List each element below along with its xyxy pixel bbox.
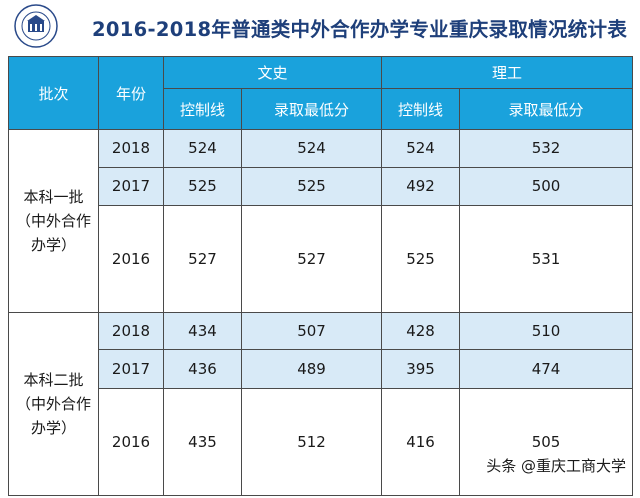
- ws-control-cell: 435: [163, 387, 242, 497]
- year-cell: 2017: [98, 349, 164, 389]
- year-cell: 2017: [98, 166, 164, 206]
- lg-control-cell: 525: [381, 204, 461, 314]
- university-seal-icon: [14, 4, 58, 48]
- year-cell: 2018: [98, 129, 164, 168]
- ws-control-cell: 525: [163, 166, 242, 206]
- ws-control-cell: 524: [163, 129, 242, 168]
- ws-min-cell: 525: [240, 166, 383, 206]
- header-lg-min-score: 录取最低分: [459, 88, 634, 131]
- lg-min-cell: 474: [459, 349, 634, 389]
- table-row: 本科二批 （中外合作 办学） 2018 434 507 428 510: [8, 312, 634, 496]
- batch-label: 本科二批 （中外合作 办学）: [8, 312, 99, 496]
- table-row: 2016 527 527 525 531: [9, 204, 634, 314]
- year-cell: 2016: [98, 204, 164, 314]
- ws-control-cell: 434: [163, 312, 242, 351]
- year-cell: 2018: [98, 312, 164, 351]
- header-ligong: 理工: [381, 55, 634, 90]
- ws-min-cell: 489: [240, 349, 383, 389]
- lg-control-cell: 524: [381, 129, 461, 168]
- ws-min-cell: 512: [240, 387, 383, 497]
- lg-control-cell: 492: [381, 166, 461, 206]
- ws-control-cell: 527: [163, 204, 242, 314]
- table-row: 2017 525 525 492 500: [8, 166, 634, 206]
- table-row: 本科一批 （中外合作 办学） 2018 524 524 524 532: [8, 129, 634, 314]
- page-title: 2016-2018年普通类中外合作办学专业重庆录取情况统计表: [92, 18, 628, 41]
- lg-control-cell: 428: [381, 312, 461, 351]
- lg-min-cell: 532: [459, 129, 634, 168]
- source-watermark: 头条 @重庆工商大学: [484, 455, 628, 476]
- admission-stats-table: 批次 年份 文史 理工 控制线 录取最低分 控制线 录取最低分 本科一批 （中外…: [8, 55, 634, 497]
- ws-min-cell: 527: [240, 204, 383, 314]
- ws-min-cell: 507: [240, 312, 383, 351]
- header-lg-control-line: 控制线: [381, 88, 461, 131]
- lg-control-cell: 395: [381, 349, 461, 389]
- ws-control-cell: 436: [163, 349, 242, 389]
- header-ws-control-line: 控制线: [163, 88, 242, 131]
- header-ws-min-score: 录取最低分: [240, 88, 383, 131]
- lg-min-cell: 505: [459, 387, 634, 497]
- table-row: 2017 436 489 395 474: [8, 349, 634, 389]
- year-cell: 2016: [98, 387, 164, 497]
- lg-min-cell: 510: [459, 312, 634, 351]
- lg-min-cell: 500: [459, 166, 634, 206]
- header-wenshi: 文史: [162, 55, 383, 90]
- header-batch: 批次: [8, 55, 99, 131]
- page-header: 2016-2018年普通类中外合作办学专业重庆录取情况统计表: [0, 0, 640, 52]
- ws-min-cell: 524: [240, 129, 383, 168]
- batch-label: 本科一批 （中外合作 办学）: [8, 129, 99, 314]
- header-year: 年份: [98, 55, 164, 131]
- table-row: 2016 435 512 416 505: [9, 387, 634, 497]
- lg-min-cell: 531: [459, 204, 634, 314]
- lg-control-cell: 416: [381, 387, 461, 497]
